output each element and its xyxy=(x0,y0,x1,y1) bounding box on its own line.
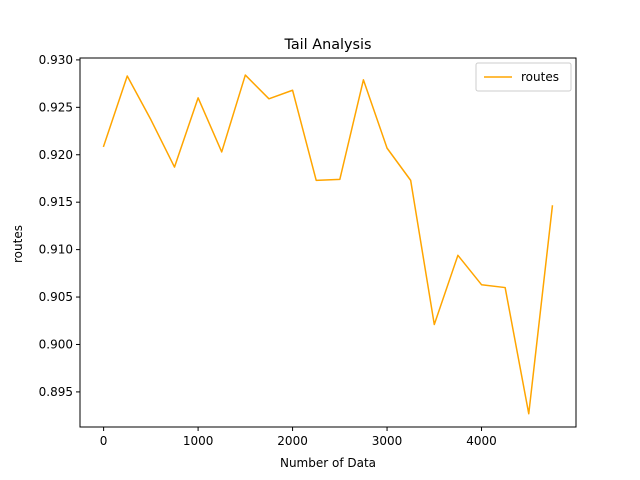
x-tick-label: 3000 xyxy=(372,434,403,448)
x-tick-label: 4000 xyxy=(466,434,497,448)
x-tick-label: 0 xyxy=(100,434,108,448)
x-axis: 0 1000 2000 3000 4000 xyxy=(100,427,497,448)
y-axis-label: routes xyxy=(11,225,25,263)
y-tick-label: 0.900 xyxy=(39,337,73,351)
y-tick-label: 0.895 xyxy=(39,385,73,399)
y-tick-label: 0.925 xyxy=(39,100,73,114)
series-line-routes xyxy=(102,74,554,415)
plot-area xyxy=(102,74,554,415)
x-tick-label: 2000 xyxy=(277,434,308,448)
x-axis-label: Number of Data xyxy=(280,456,376,470)
y-tick-label: 0.910 xyxy=(39,243,73,257)
y-tick-label: 0.915 xyxy=(39,195,73,209)
y-tick-label: 0.905 xyxy=(39,290,73,304)
y-tick-label: 0.920 xyxy=(39,148,73,162)
chart-title: Tail Analysis xyxy=(283,37,371,53)
y-axis: 0.895 0.900 0.905 0.910 0.915 0.920 0.925 0.930 xyxy=(39,53,80,399)
x-tick-label: 1000 xyxy=(183,434,214,448)
legend-box xyxy=(475,62,572,92)
legend: routes xyxy=(475,62,572,92)
legend-entry: routes xyxy=(521,70,559,84)
y-tick-label: 0.930 xyxy=(39,53,73,67)
axes-frame xyxy=(79,57,577,428)
